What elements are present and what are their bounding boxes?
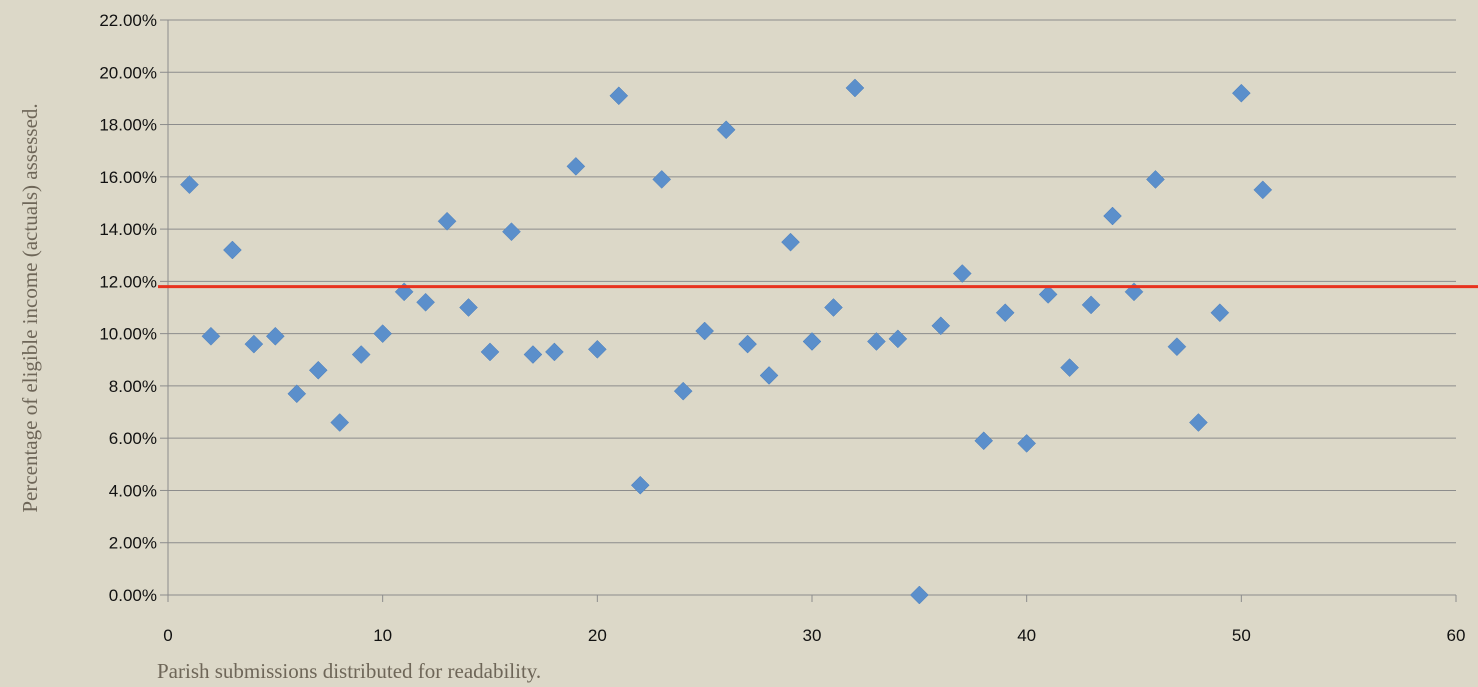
data-point	[759, 366, 779, 385]
data-point	[609, 86, 629, 106]
data-point	[437, 211, 457, 231]
data-point	[416, 292, 435, 312]
y-tick-label: 4.00%	[109, 481, 157, 500]
x-tick-label: 40	[1017, 626, 1036, 645]
data-point	[1146, 170, 1165, 189]
data-point	[201, 326, 221, 346]
data-point	[1060, 358, 1079, 377]
data-point	[566, 157, 586, 176]
x-tick-label: 30	[803, 626, 822, 645]
data-point	[952, 264, 972, 283]
data-point	[995, 303, 1015, 323]
data-point	[459, 298, 478, 317]
data-point	[1017, 434, 1037, 453]
x-tick-label: 20	[588, 626, 607, 645]
x-tick-label: 60	[1447, 626, 1466, 645]
data-point	[523, 345, 543, 364]
y-tick-label: 18.00%	[99, 116, 157, 135]
data-point	[1103, 206, 1122, 226]
data-point	[802, 332, 822, 351]
data-point	[867, 332, 886, 351]
data-point	[373, 324, 393, 343]
data-point	[308, 360, 328, 380]
x-tick-label: 10	[373, 626, 392, 645]
y-tick-label: 2.00%	[109, 534, 157, 553]
data-point	[265, 326, 285, 346]
gridlines	[160, 19, 1457, 602]
data-point	[223, 240, 242, 260]
data-point	[909, 585, 929, 605]
data-point	[287, 384, 307, 404]
data-point	[1253, 180, 1273, 200]
data-point	[351, 345, 371, 364]
y-tick-label: 14.00%	[99, 220, 157, 239]
data-point	[974, 431, 994, 451]
y-tick-label: 16.00%	[99, 168, 157, 187]
data-point	[587, 339, 607, 359]
data-point	[630, 475, 650, 495]
x-tick-label: 0	[163, 626, 172, 645]
data-point	[1210, 303, 1230, 323]
data-point	[1038, 285, 1058, 304]
data-point	[330, 413, 350, 432]
data-point	[244, 334, 264, 354]
y-axis-title: Percentage of eligible income (actuals) …	[18, 103, 42, 512]
x-axis-title: Parish submissions distributed for reada…	[157, 659, 541, 683]
data-point	[673, 381, 693, 401]
data-point	[180, 175, 199, 195]
data-point	[824, 298, 843, 317]
x-tick-label: 50	[1232, 626, 1251, 645]
y-tick-label: 6.00%	[109, 429, 157, 448]
y-axis-tick-labels: 0.00% 2.00% 4.00% 6.00% 8.00% 10.00% 12.00% 14.…	[99, 11, 157, 605]
data-point	[1189, 413, 1208, 432]
y-tick-label: 12.00%	[99, 272, 157, 291]
data-point	[781, 232, 800, 252]
data-point	[931, 316, 951, 336]
data-point	[738, 334, 757, 354]
data-point	[502, 222, 521, 242]
y-tick-label: 20.00%	[99, 63, 157, 82]
data-point	[545, 342, 564, 362]
data-point	[695, 321, 715, 341]
y-tick-label: 10.00%	[99, 325, 157, 344]
data-point	[1081, 295, 1101, 315]
data-point	[845, 78, 865, 98]
x-axis-tick-labels: 0 10 20 30 40 50 60	[163, 626, 1465, 645]
y-tick-label: 0.00%	[109, 586, 157, 605]
data-point	[716, 120, 736, 140]
data-points	[180, 78, 1273, 605]
data-point	[480, 342, 500, 362]
y-tick-label: 8.00%	[109, 377, 157, 396]
data-point	[888, 329, 908, 349]
data-point	[1231, 83, 1251, 103]
y-tick-label: 22.00%	[99, 11, 157, 30]
data-point	[652, 170, 672, 189]
data-point	[1167, 337, 1187, 357]
